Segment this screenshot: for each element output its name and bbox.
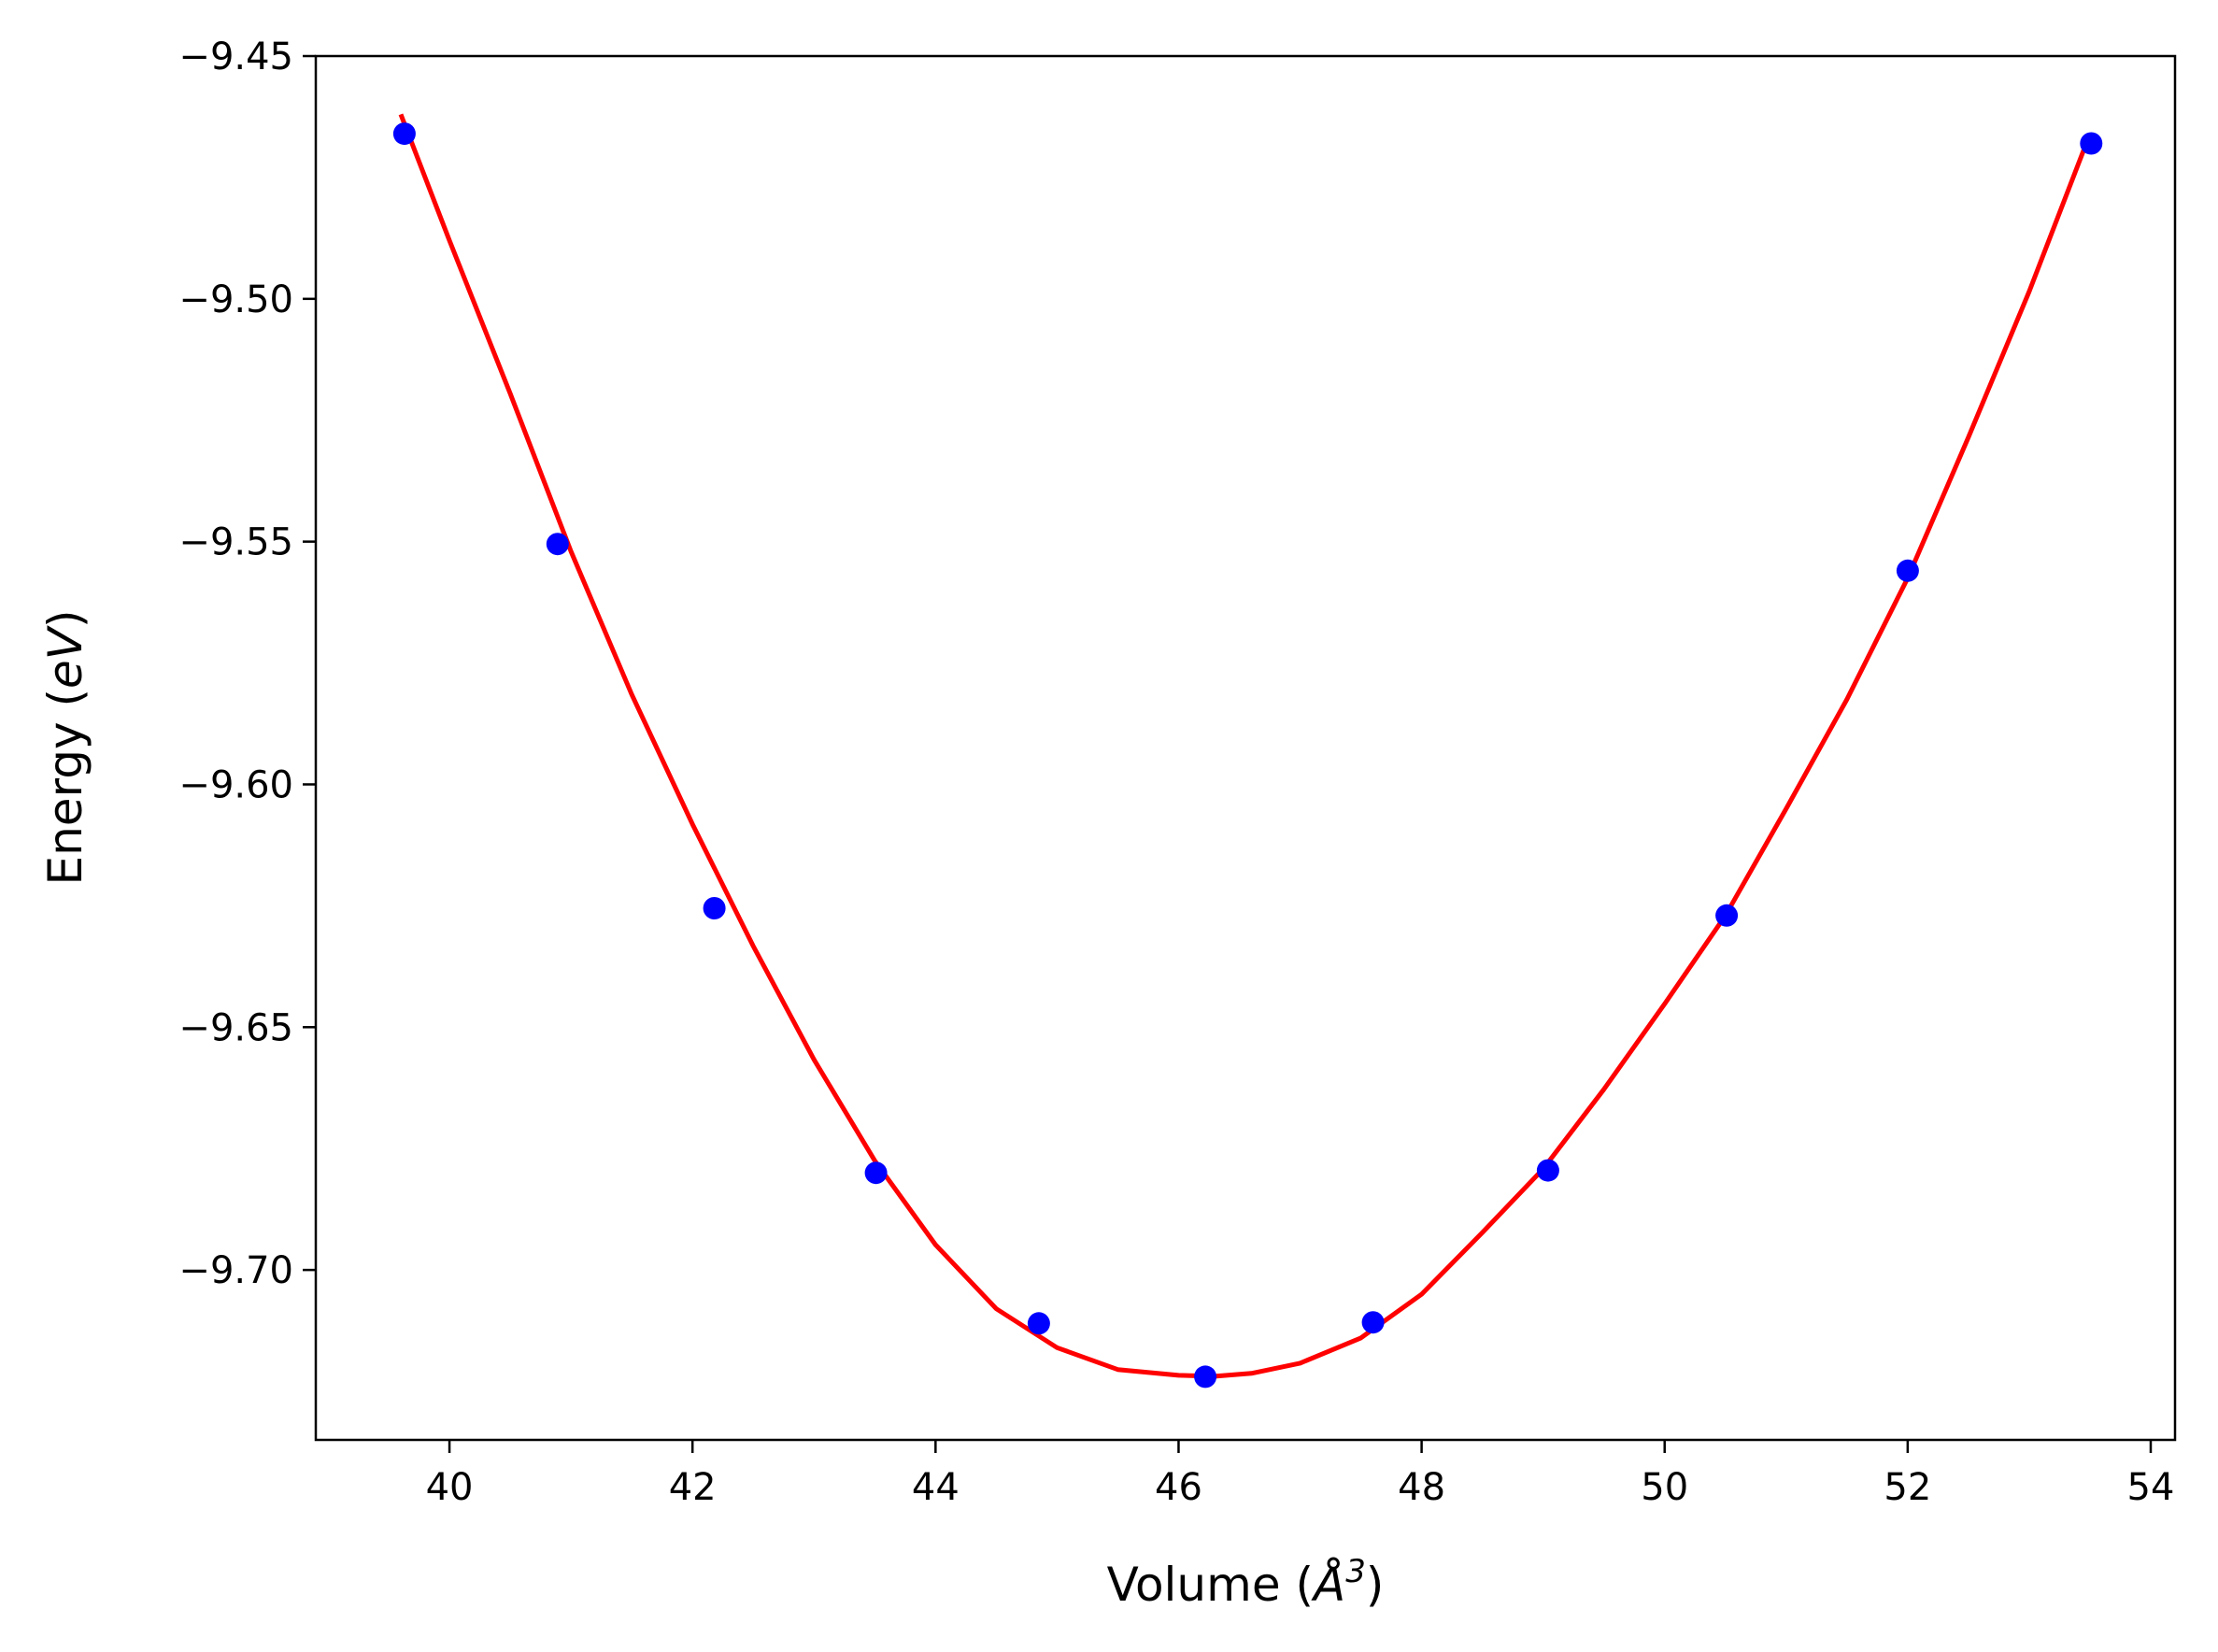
data-point — [703, 897, 726, 919]
x-tick-label: 46 — [1155, 1466, 1202, 1509]
data-point — [1027, 1312, 1050, 1335]
data-points-layer — [392, 122, 2103, 1389]
x-tick-label: 50 — [1641, 1466, 1688, 1509]
fit-curve-line — [398, 113, 2093, 1379]
data-point — [392, 122, 416, 146]
data-point — [1715, 904, 1739, 927]
y-tick-label: −9.50 — [178, 278, 293, 321]
x-tick-label: 40 — [426, 1466, 474, 1509]
x-axis-ticks: 40 42 44 46 48 50 52 54 — [426, 1440, 2175, 1509]
data-point — [1896, 559, 1919, 582]
data-point — [546, 533, 569, 556]
y-tick-label: −9.70 — [178, 1249, 293, 1292]
y-tick-label: −9.60 — [178, 763, 293, 806]
data-point — [864, 1161, 888, 1185]
fit-curve-layer — [398, 113, 2093, 1379]
x-tick-label: 54 — [2127, 1466, 2175, 1509]
plot-area-frame — [314, 54, 2177, 1442]
y-axis-ticks: −9.45 −9.50 −9.55 −9.60 −9.65 −9.70 — [178, 36, 316, 1292]
y-axis-label: Energy (eV) — [38, 610, 92, 886]
x-tick-label: 48 — [1398, 1466, 1445, 1509]
x-axis-label: Volume (Å3) — [1107, 1553, 1385, 1612]
x-tick-label: 52 — [1884, 1466, 1931, 1509]
y-tick-label: −9.65 — [178, 1006, 293, 1049]
x-tick-label: 44 — [912, 1466, 960, 1509]
data-point — [1194, 1365, 1217, 1389]
y-tick-label: −9.45 — [178, 36, 293, 78]
data-point — [1361, 1311, 1385, 1334]
y-tick-label: −9.55 — [178, 521, 293, 564]
data-point — [2080, 132, 2103, 155]
data-point — [1536, 1159, 1559, 1182]
x-tick-label: 42 — [669, 1466, 717, 1509]
